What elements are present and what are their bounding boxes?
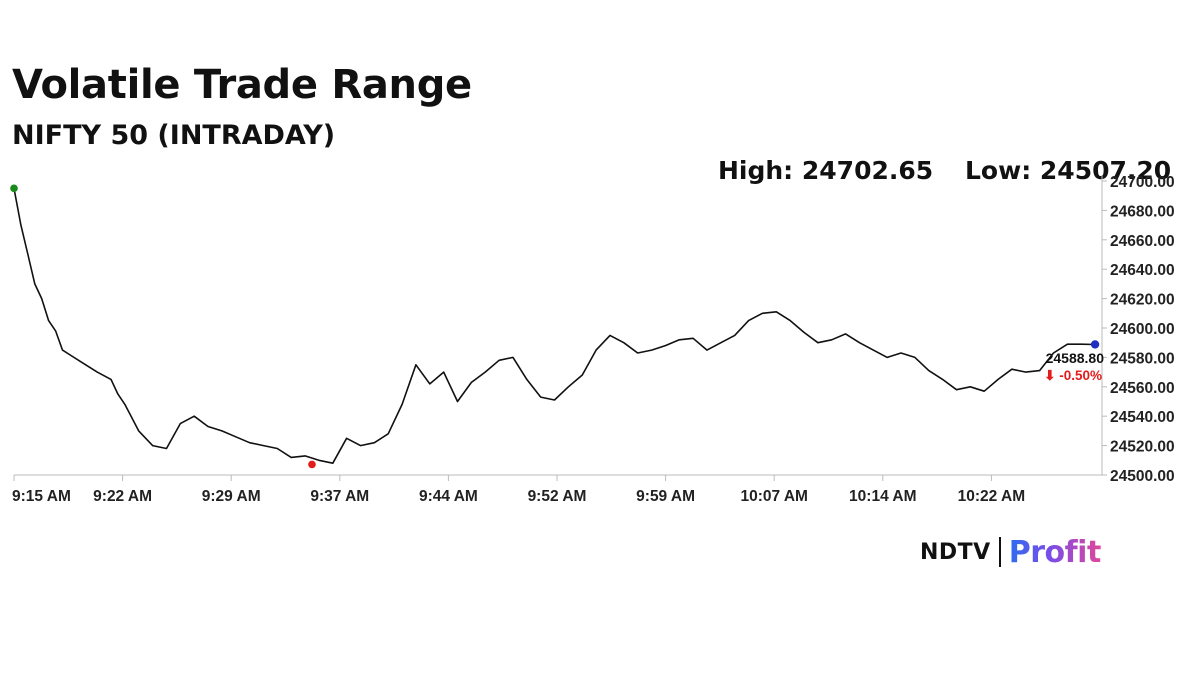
x-tick-label: 9:37 AM [310, 488, 369, 505]
x-tick-label: 9:52 AM [528, 488, 587, 505]
chart-title: Volatile Trade Range [12, 62, 472, 108]
high-label: High: 24702.65 [718, 156, 934, 185]
last-marker [1090, 340, 1100, 349]
price-line [13, 188, 1096, 464]
last-value-label: 24588.80 [1046, 350, 1105, 366]
x-tick-label: 9:44 AM [419, 488, 478, 505]
low-marker [308, 460, 316, 469]
profit-wordmark: Profit [1008, 534, 1102, 570]
x-tick-label: 9:22 AM [93, 488, 152, 505]
x-tick-label: 10:14 AM [849, 488, 916, 505]
logo-divider [998, 537, 1001, 567]
y-tick-label: 24700.00 [1110, 174, 1175, 191]
ndtv-profit-logo: NDTV Profit [920, 532, 1101, 572]
x-tick-label: 10:07 AM [740, 488, 807, 505]
chart-subtitle: NIFTY 50 (INTRADAY) [12, 120, 336, 151]
y-tick-label: 24660.00 [1110, 233, 1175, 250]
x-tick-group: 9:15 AM 9:22 AM 9:29 AM 9:37 AM 9:44 AM 9:52 … [12, 475, 1025, 505]
y-tick-label: 24580.00 [1110, 350, 1175, 367]
x-tick-label: 9:29 AM [202, 488, 261, 505]
y-tick-label: 24520.00 [1110, 439, 1175, 456]
y-tick-label: 24640.00 [1110, 262, 1175, 279]
x-tick-label: 9:15 AM [12, 488, 71, 505]
y-tick-label: 24620.00 [1110, 292, 1175, 309]
y-tick-group: 24500.00 24520.00 24540.00 24560.00 24580.00… [1102, 174, 1175, 485]
y-tick-label: 24600.00 [1110, 321, 1175, 338]
y-tick-label: 24500.00 [1110, 468, 1175, 485]
x-tick-label: 10:22 AM [958, 488, 1025, 505]
last-change-label: ⬇ -0.50% [1044, 368, 1102, 383]
ndtv-wordmark: NDTV [920, 539, 991, 565]
y-tick-label: 24680.00 [1110, 203, 1175, 220]
high-marker [10, 184, 18, 193]
y-tick-label: 24540.00 [1110, 409, 1175, 426]
low-label: Low: 24507.20 [965, 156, 1172, 185]
x-tick-label: 9:59 AM [636, 488, 695, 505]
y-tick-label: 24560.00 [1110, 380, 1175, 397]
